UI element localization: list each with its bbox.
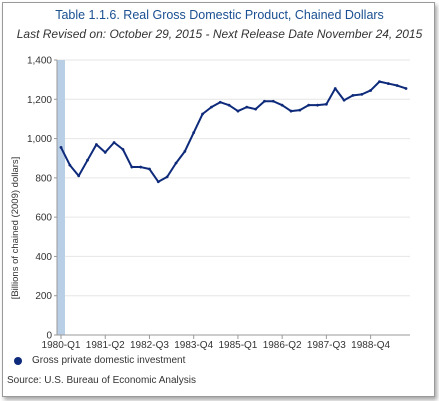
y-tick-label: 1,200	[27, 95, 52, 106]
x-tick-label: 1982-Q3	[130, 340, 169, 351]
chart-title: Table 1.1.6. Real Gross Domestic Product…	[55, 8, 384, 22]
x-tick-label: 1988-Q4	[351, 340, 390, 351]
data-point[interactable]	[201, 112, 204, 116]
data-point[interactable]	[316, 103, 319, 107]
data-point[interactable]	[324, 102, 328, 106]
series-line	[60, 80, 407, 183]
x-tick-labels: 1980-Q1 1981-Q2 1982-Q3 1983-Q4 1985-Q1 1986-…	[42, 335, 391, 351]
x-tick-label: 1985-Q1	[218, 340, 257, 351]
data-point[interactable]	[77, 174, 81, 178]
y-tick-labels: 0 200 400 600 800 1,000 1,200 1,400	[27, 56, 57, 342]
data-point[interactable]	[378, 80, 381, 84]
data-point[interactable]	[218, 100, 222, 104]
data-point[interactable]	[130, 165, 134, 169]
data-point[interactable]	[165, 175, 169, 179]
data-point[interactable]	[86, 158, 89, 162]
data-point[interactable]	[280, 103, 284, 107]
data-point[interactable]	[271, 99, 275, 103]
y-tick-label: 400	[35, 252, 52, 263]
data-point[interactable]	[112, 141, 116, 144]
source-note: Source: U.S. Bureau of Economic Analysis	[7, 375, 196, 386]
x-tick-label: 1986-Q2	[263, 340, 302, 351]
legend[interactable]: Gross private domestic investment	[14, 355, 185, 366]
data-point[interactable]	[307, 103, 311, 107]
chart-frame	[2, 2, 435, 397]
x-tick-label: 1983-Q4	[174, 340, 213, 351]
data-point[interactable]	[236, 109, 240, 113]
data-point[interactable]	[59, 146, 63, 149]
legend-label: Gross private domestic investment	[32, 355, 186, 366]
legend-marker-icon	[14, 356, 22, 365]
data-point[interactable]	[342, 98, 346, 102]
data-point[interactable]	[333, 87, 337, 90]
data-point[interactable]	[404, 87, 408, 90]
data-point[interactable]	[174, 161, 178, 165]
data-point[interactable]	[103, 150, 107, 154]
y-tick-label: 0	[46, 331, 52, 342]
axes	[56, 60, 410, 336]
grid-lines	[57, 59, 410, 336]
data-point[interactable]	[156, 180, 160, 184]
y-tick-label: 1,000	[27, 134, 52, 145]
x-tick-label: 1981-Q2	[86, 340, 125, 351]
highlight-band-rect	[57, 60, 65, 335]
data-point[interactable]	[245, 105, 249, 109]
data-point[interactable]	[139, 165, 143, 169]
data-point[interactable]	[254, 107, 258, 111]
data-point[interactable]	[351, 93, 355, 97]
data-point[interactable]	[395, 84, 399, 87]
y-tick-label: 1,400	[27, 56, 52, 67]
y-tick-label: 600	[35, 213, 52, 224]
data-point[interactable]	[263, 99, 266, 103]
x-tick-label: 1987-Q3	[307, 340, 346, 351]
data-point[interactable]	[94, 143, 98, 146]
data-point[interactable]	[227, 103, 231, 107]
y-tick-label: 200	[35, 291, 52, 302]
data-point[interactable]	[148, 167, 151, 171]
data-point[interactable]	[298, 108, 302, 112]
y-axis-label: [Billions of chained (2009) dollars]	[10, 157, 21, 300]
data-point[interactable]	[183, 149, 187, 153]
data-point[interactable]	[289, 109, 293, 113]
data-point[interactable]	[192, 131, 196, 135]
data-point[interactable]	[68, 163, 72, 167]
highlight-band	[57, 60, 65, 335]
data-point[interactable]	[360, 92, 364, 96]
data-point[interactable]	[121, 147, 125, 151]
data-point[interactable]	[209, 105, 213, 109]
y-tick-label: 800	[35, 173, 52, 184]
data-point[interactable]	[386, 82, 390, 85]
series-layer	[59, 80, 408, 184]
data-point[interactable]	[369, 89, 373, 92]
chart-subtitle: Last Revised on: October 29, 2015 - Next…	[16, 27, 423, 41]
x-tick-label: 1980-Q1	[42, 340, 81, 351]
